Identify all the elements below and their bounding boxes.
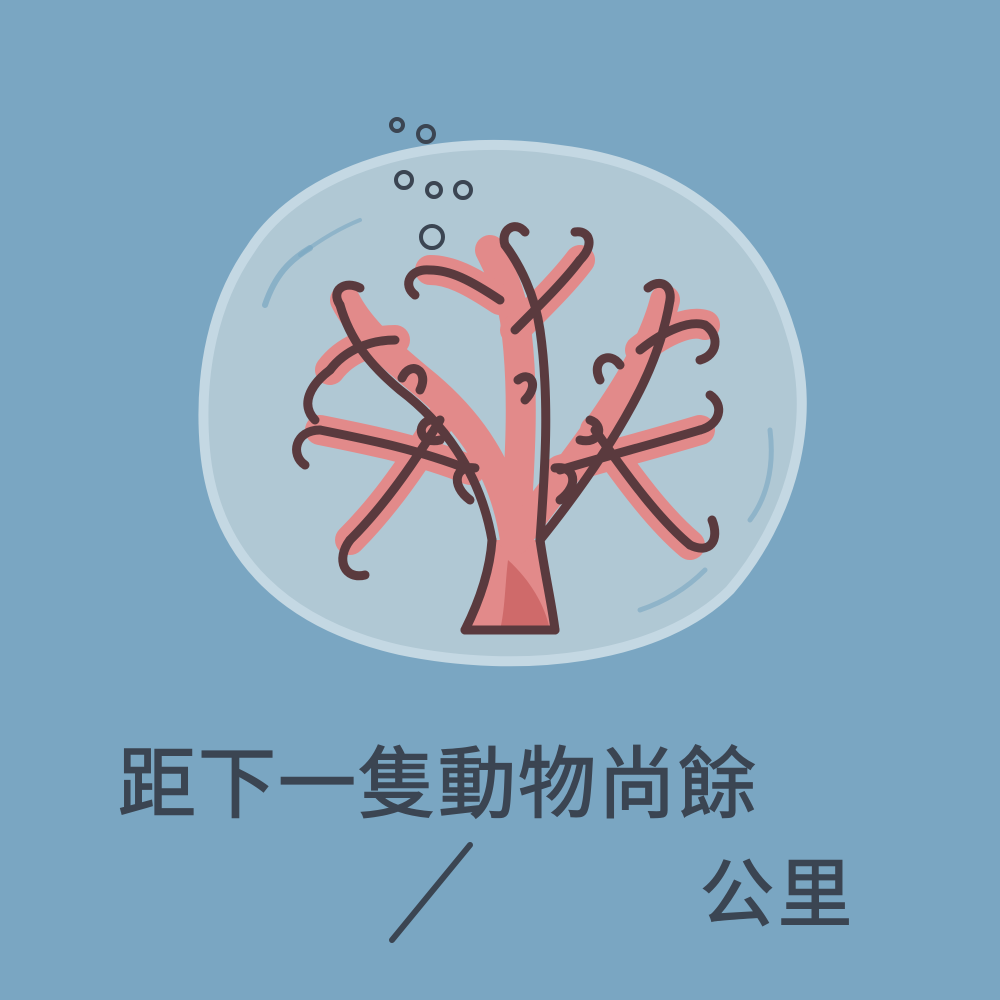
coral-icon	[292, 222, 724, 635]
air-bubbles-icon	[389, 117, 473, 250]
distance-unit: 公里	[699, 851, 856, 939]
slash-icon	[389, 842, 473, 943]
distance-caption: 距下一隻動物尚餘	[117, 739, 759, 831]
